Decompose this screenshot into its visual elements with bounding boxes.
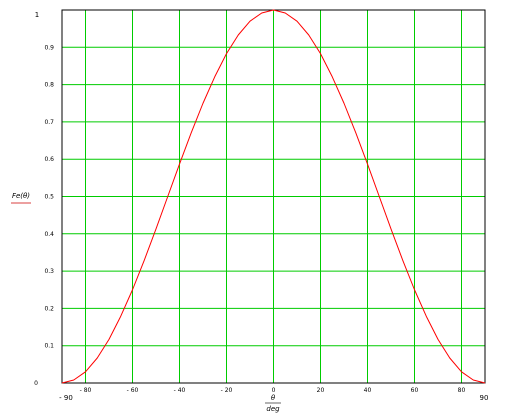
x-tick-label: - 80 [80, 387, 92, 394]
x-tick-label: - 20 [221, 387, 233, 394]
y-tick-label: 0 [34, 380, 38, 387]
y-tick-label: 0.9 [44, 44, 54, 51]
tick-labels: - 80 - 60 - 40 - 20 0 20 40 60 80 0.1 0.2 0.3 0.4 0.5… [34, 44, 465, 394]
y-axis-label: Fe(θ) [12, 192, 30, 200]
y-tick-label: 0.6 [44, 156, 54, 163]
grid [62, 9, 485, 384]
x-tick-label: 20 [317, 387, 325, 394]
series-layer [61, 9, 486, 384]
y-tick-label: 0.5 [44, 194, 54, 201]
x-axis-min-label: - 90 [59, 394, 73, 402]
x-axis-label-numerator: θ [271, 394, 276, 402]
series-line [61, 9, 486, 384]
y-axis-top-label: 1 [35, 11, 39, 19]
x-axis-label-denominator: deg [266, 405, 280, 413]
x-tick-label: 0 [272, 387, 276, 394]
x-axis-max-label: 90 [480, 394, 489, 402]
x-tick-label: 80 [458, 387, 466, 394]
x-tick-label: - 40 [174, 387, 186, 394]
x-tick-label: 60 [411, 387, 419, 394]
y-tick-label: 0.1 [44, 343, 54, 350]
y-tick-label: 0.3 [44, 268, 54, 275]
x-tick-label: 40 [364, 387, 372, 394]
y-tick-label: 0.4 [44, 231, 54, 238]
x-tick-label: - 60 [127, 387, 139, 394]
y-tick-label: 0.2 [44, 305, 54, 312]
y-tick-label: 0.8 [44, 82, 54, 89]
y-tick-label: 0.7 [44, 119, 54, 126]
